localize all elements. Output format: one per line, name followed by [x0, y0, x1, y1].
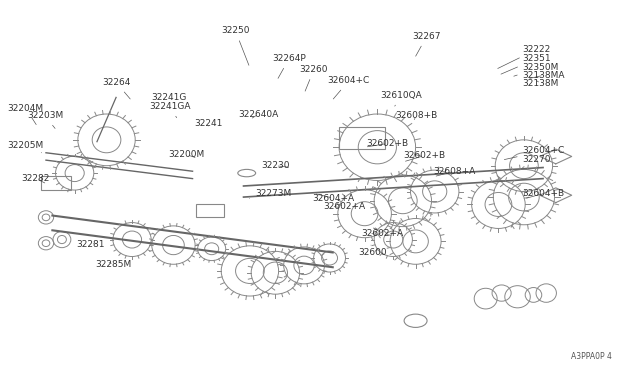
- Text: 32351: 32351: [501, 54, 551, 74]
- Text: 32264: 32264: [102, 78, 131, 99]
- Text: 32608+A: 32608+A: [433, 167, 476, 176]
- Text: 32602+A: 32602+A: [362, 228, 404, 238]
- Text: 32604+A: 32604+A: [312, 194, 355, 203]
- Text: 32285M: 32285M: [96, 260, 132, 269]
- Text: 32602+B: 32602+B: [403, 151, 445, 161]
- Text: 32241G: 32241G: [151, 93, 186, 108]
- Text: 32241GA: 32241GA: [149, 102, 191, 118]
- Text: 32600: 32600: [358, 245, 387, 257]
- Text: 32610QA: 32610QA: [381, 91, 422, 106]
- Text: 32602+A: 32602+A: [323, 202, 365, 211]
- Text: 32138MA: 32138MA: [523, 71, 565, 80]
- Text: 32350M: 32350M: [514, 62, 559, 76]
- Text: 32281: 32281: [77, 240, 105, 249]
- Text: 32282: 32282: [22, 174, 50, 183]
- Text: 32608+B: 32608+B: [395, 111, 438, 121]
- Text: 32250: 32250: [221, 26, 250, 65]
- Text: 32604+C: 32604+C: [504, 147, 565, 160]
- Text: 32260: 32260: [300, 65, 328, 91]
- Text: 32604+C: 32604+C: [328, 76, 370, 99]
- Text: 32602+B: 32602+B: [366, 139, 408, 148]
- Text: 32205M: 32205M: [8, 141, 44, 153]
- Text: 32264P: 32264P: [272, 54, 306, 78]
- Text: 32241: 32241: [194, 119, 222, 128]
- Text: 32203M: 32203M: [27, 111, 63, 128]
- Text: 32230: 32230: [261, 161, 290, 170]
- Text: 32270: 32270: [523, 155, 551, 167]
- Text: 32273M: 32273M: [250, 189, 291, 198]
- Text: 32138M: 32138M: [523, 79, 559, 88]
- Text: 32604+B: 32604+B: [523, 189, 564, 198]
- Text: 32200M: 32200M: [168, 150, 205, 159]
- Text: 32267: 32267: [412, 32, 441, 56]
- Text: 322640A: 322640A: [239, 109, 278, 119]
- Text: A3PPA0P 4: A3PPA0P 4: [571, 352, 612, 361]
- Text: 32222: 32222: [498, 45, 551, 68]
- Text: 32204M: 32204M: [8, 104, 44, 125]
